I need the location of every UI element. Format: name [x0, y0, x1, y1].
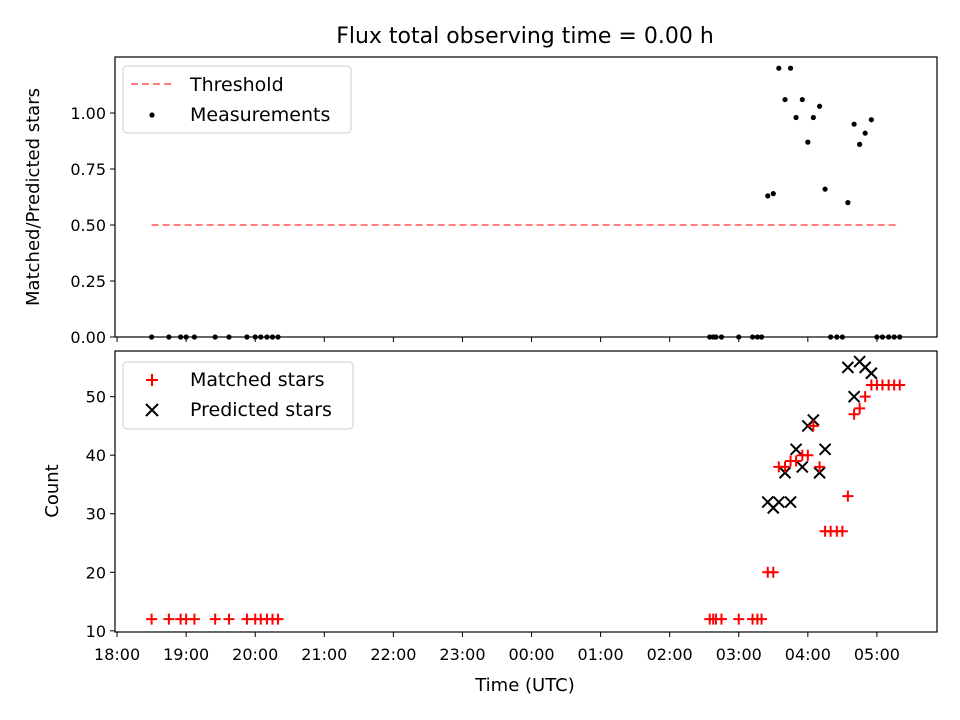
matched-star-point: [223, 613, 235, 625]
time-x-axis-label: Time (UTC): [474, 675, 575, 696]
measurement-point: [810, 114, 816, 121]
time-x-tick-label: 00:00: [508, 645, 554, 664]
matched-star-point: [854, 402, 866, 414]
time-x-tick-label: 01:00: [578, 645, 624, 664]
predicted-star-point: [841, 361, 855, 374]
chart-title: Flux total observing time = 0.00 h: [336, 24, 714, 49]
measurement-point: [805, 139, 811, 145]
matched-star-point: [814, 461, 826, 473]
time-x-tick-label: 21:00: [301, 645, 347, 664]
matched-star-point: [767, 566, 779, 578]
matched-star-point: [715, 613, 727, 625]
count-y-axis-label: Count: [42, 464, 63, 517]
legend-threshold-label: Threshold: [189, 74, 284, 96]
ratio-plot-frame: [114, 56, 938, 338]
measurement-point: [799, 96, 805, 103]
predicted-star-point: [818, 443, 832, 456]
time-x-axis: 18:00 19:00 20:00 21:00 22:00 23:00 00:00 01:00…: [94, 632, 900, 664]
matched-star-point: [894, 379, 906, 391]
matched-star-point: [802, 449, 814, 461]
measurement-point: [770, 191, 776, 197]
matched-star-point: [733, 613, 745, 625]
predicted-star-point: [772, 495, 786, 509]
count-legend-box: [122, 361, 354, 430]
measurement-point: [857, 141, 863, 147]
matched-star-point: [756, 613, 768, 625]
time-x-tick-label: 23:00: [439, 645, 485, 664]
matched-star-point: [790, 455, 802, 467]
ratio-y-tick-label: 0.25: [70, 272, 106, 291]
time-x-tick-label: 19:00: [163, 645, 209, 664]
time-x-tick-label: 20:00: [232, 645, 278, 664]
legend-predicted-swatch: [145, 403, 159, 417]
matched-star-point: [848, 408, 860, 420]
measurement-point: [765, 193, 771, 199]
measurement-point: [868, 117, 874, 123]
ratio-y-axis: 0.00 0.25 0.50 0.75 1.00: [70, 104, 115, 347]
measurement-point: [822, 186, 828, 192]
time-x-tick-label: 05:00: [854, 645, 900, 664]
predicted-star-point: [813, 466, 826, 479]
predicted-star-point: [789, 443, 803, 456]
matched-star-point: [836, 525, 848, 537]
ratio-y-axis-label: Matched/Predicted stars: [23, 88, 44, 306]
measurement-point: [787, 65, 794, 71]
matched-star-point: [807, 420, 819, 432]
matched-star-point: [859, 391, 871, 403]
predicted-star-point: [778, 466, 792, 479]
ratio-y-tick-label: 0.75: [70, 160, 106, 179]
count-y-tick-label: 20: [86, 563, 106, 582]
count-panel: 10 20 30 40 50 18:00 19:00 20:00 21:00 22:00 23:0…: [42, 350, 938, 696]
count-y-tick-label: 30: [86, 505, 106, 524]
predicted-star-point: [847, 390, 861, 403]
time-x-tick-label: 04:00: [785, 645, 831, 664]
ratio-legend: Threshold Measurements: [122, 65, 352, 134]
count-y-tick-label: 40: [86, 446, 106, 465]
measurement-point: [816, 103, 823, 109]
measurement-point: [845, 200, 851, 206]
matched-star-point: [209, 613, 221, 625]
legend-predicted-label: Predicted stars: [190, 399, 332, 421]
count-y-tick-label: 50: [86, 388, 106, 407]
time-x-tick-label: 03:00: [716, 645, 762, 664]
matched-star-point: [146, 613, 158, 625]
matched-star-point: [842, 490, 854, 502]
count-legend: Matched stars Predicted stars: [122, 361, 354, 430]
time-x-tick-label: 02:00: [647, 645, 693, 664]
ratio-y-tick-label: 0.50: [70, 216, 106, 235]
legend-measurements-swatch: [149, 112, 155, 118]
ratio-x-ticks: [116, 337, 878, 342]
ratio-y-tick-label: 1.00: [70, 104, 106, 123]
predicted-star-point: [796, 460, 809, 474]
measurement-point: [793, 114, 799, 121]
matched-star-point: [272, 613, 284, 625]
measurement-point: [851, 121, 857, 127]
ratio-y-tick-label: 0.00: [70, 328, 106, 347]
legend-measurements-label: Measurements: [190, 104, 330, 126]
count-y-tick-label: 10: [86, 622, 106, 641]
predicted-star-point: [807, 413, 820, 427]
ratio-panel: 0.00 0.25 0.50 0.75 1.00 Matched/Predicted s…: [23, 56, 938, 347]
matched-star-point: [779, 461, 791, 473]
legend-matched-swatch: [146, 374, 158, 386]
measurement-point: [862, 130, 868, 136]
matched-star-point: [188, 613, 200, 625]
ratio-legend-box: [122, 65, 352, 134]
time-x-tick-label: 18:00: [94, 645, 140, 664]
time-x-tick-label: 22:00: [370, 645, 416, 664]
stars-layer: [146, 355, 906, 625]
measurement-point: [776, 65, 782, 71]
count-y-axis: 10 20 30 40 50: [86, 388, 115, 641]
predicted-star-point: [784, 495, 797, 509]
predicted-star-point: [865, 367, 878, 380]
matched-star-point: [163, 613, 175, 625]
count-plot-frame: [114, 350, 938, 633]
legend-matched-label: Matched stars: [190, 369, 324, 391]
measurement-point: [782, 96, 788, 103]
